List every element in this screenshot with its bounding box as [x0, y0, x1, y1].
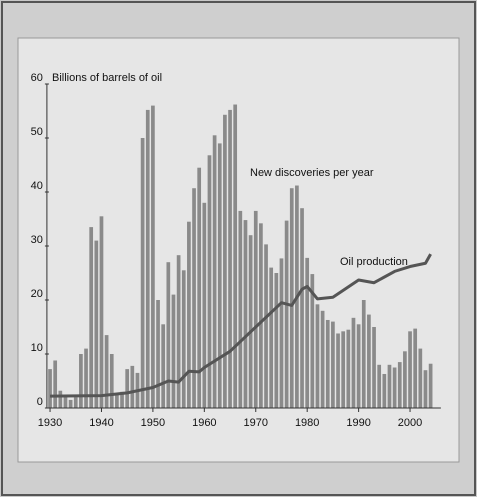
bar: [408, 331, 412, 408]
bar: [58, 390, 63, 408]
bar: [197, 167, 202, 408]
y-tick-label: 50: [31, 126, 43, 138]
bar: [99, 216, 104, 408]
x-tick-label: 1950: [141, 417, 165, 429]
bar: [187, 221, 191, 408]
bar: [109, 354, 114, 408]
bar: [68, 399, 73, 408]
bar: [253, 210, 258, 408]
bar: [361, 300, 366, 408]
bar: [284, 220, 289, 408]
y-tick-label: 10: [31, 342, 43, 354]
y-tick-label: 0: [37, 396, 43, 408]
bar: [310, 274, 315, 408]
bar: [53, 360, 58, 408]
bar: [336, 333, 340, 408]
x-tick-label: 1970: [244, 417, 268, 429]
bar: [305, 257, 310, 408]
x-tick-label: 2000: [398, 417, 422, 429]
bar: [104, 335, 109, 408]
bar: [346, 329, 351, 408]
bar: [84, 348, 88, 408]
bar: [300, 208, 304, 408]
bar: [341, 331, 346, 408]
bar: [331, 321, 335, 408]
series-label: New discoveries per year: [250, 167, 374, 179]
x-tick-label: 1960: [192, 417, 216, 429]
line: [50, 253, 432, 398]
bar: [367, 314, 371, 408]
bar: [223, 114, 227, 408]
y-tick-label: 60: [31, 72, 43, 84]
bar: [145, 109, 150, 409]
bar: [264, 244, 268, 408]
bar: [320, 310, 325, 408]
bar: [269, 267, 274, 408]
bar: [382, 373, 387, 408]
x-tick-label: 1980: [295, 417, 319, 429]
bar: [73, 397, 78, 408]
x-tick-label: 1940: [89, 417, 113, 429]
bar: [238, 210, 243, 408]
bar: [279, 258, 284, 408]
x-tick-label: 1930: [38, 417, 62, 429]
bar: [259, 223, 263, 408]
bar: [166, 262, 171, 408]
series-label: Oil production: [340, 256, 408, 268]
bar: [140, 138, 145, 408]
bar: [428, 363, 433, 408]
bar: [151, 105, 155, 408]
bar: [397, 362, 402, 408]
bar: [274, 273, 279, 408]
bar: [377, 364, 382, 408]
bar: [202, 202, 207, 408]
bar: [351, 317, 356, 408]
bar: [212, 135, 217, 409]
bar: [248, 235, 253, 408]
bar: [217, 143, 222, 408]
bar: [289, 188, 294, 408]
bar: [392, 367, 397, 408]
bar: [372, 327, 376, 408]
bar: [228, 109, 232, 409]
bar: [243, 220, 248, 408]
bar: [192, 188, 196, 408]
bar: [207, 155, 212, 408]
bar: [63, 397, 68, 408]
bar: [120, 391, 124, 408]
y-tick-label: 20: [31, 288, 43, 300]
bar: [115, 394, 119, 408]
bar: [156, 300, 160, 408]
bar: [356, 324, 361, 408]
bar: [315, 304, 320, 408]
bar: [48, 369, 52, 408]
bar: [418, 348, 423, 408]
bar: [387, 364, 392, 408]
bar: [413, 328, 418, 408]
bar: [79, 354, 83, 408]
bar: [171, 294, 176, 408]
bar: [125, 369, 130, 408]
bar: [423, 370, 428, 408]
bar: [94, 240, 99, 408]
bar: [161, 324, 166, 408]
bar: [176, 255, 181, 408]
bar: [233, 104, 238, 409]
bar: [89, 227, 94, 408]
y-tick-label: 30: [31, 234, 43, 246]
bar: [325, 319, 330, 408]
bar: [403, 351, 407, 408]
x-tick-label: 1990: [346, 417, 370, 429]
y-axis-label: Billions of barrels of oil: [52, 72, 162, 84]
y-tick-label: 40: [31, 180, 43, 192]
bar: [181, 270, 186, 408]
bar: [130, 365, 135, 408]
